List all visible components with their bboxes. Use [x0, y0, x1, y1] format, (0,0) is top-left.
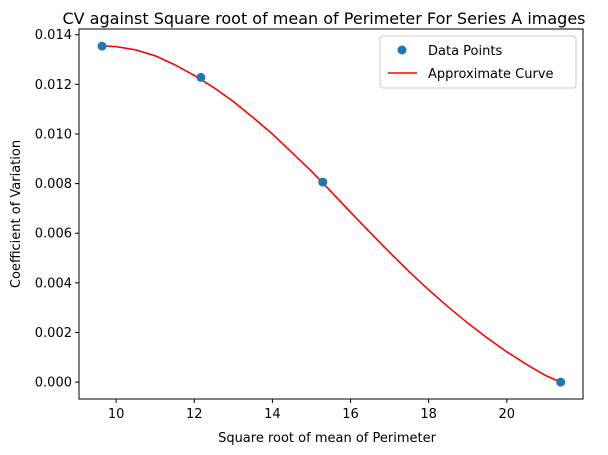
y-tick-label: 0.012: [35, 78, 72, 93]
legend-marker-data-points: [397, 45, 407, 55]
y-axis-ticks: 0.000 0.002 0.004 0.006 0.008 0.010 0.012 0.014: [35, 28, 79, 391]
y-tick-label: 0.014: [35, 28, 72, 43]
x-tick-label: 20: [499, 407, 516, 422]
data-point: [318, 177, 328, 187]
x-axis-label: Square root of mean of Perimeter: [218, 431, 437, 446]
legend-label-approximate-curve: Approximate Curve: [428, 67, 554, 82]
x-axis-ticks: 10 12 14 16 18 20: [108, 399, 515, 422]
plot-frame: [78, 28, 584, 400]
legend-label-data-points: Data Points: [428, 44, 502, 59]
legend-box: [379, 35, 577, 89]
y-axis-label: Coefficient of Variation: [9, 140, 24, 288]
data-point: [97, 41, 107, 51]
y-tick-label: 0.006: [35, 227, 72, 242]
y-tick-label: 0.004: [35, 276, 72, 291]
data-point: [556, 377, 566, 387]
y-tick-label: 0.010: [35, 127, 72, 142]
x-tick-label: 14: [264, 407, 281, 422]
x-tick-label: 18: [420, 407, 437, 422]
chart-title: CV against Square root of mean of Perime…: [62, 9, 585, 28]
x-tick-label: 16: [342, 407, 359, 422]
legend: Data Points Approximate Curve: [379, 35, 577, 89]
x-tick-label: 12: [186, 407, 203, 422]
y-tick-label: 0.002: [35, 326, 72, 341]
x-tick-label: 10: [108, 407, 125, 422]
y-tick-label: 0.008: [35, 177, 72, 192]
y-tick-label: 0.000: [35, 376, 72, 391]
data-point: [196, 72, 206, 82]
approximate-curve-line: [102, 45, 562, 383]
